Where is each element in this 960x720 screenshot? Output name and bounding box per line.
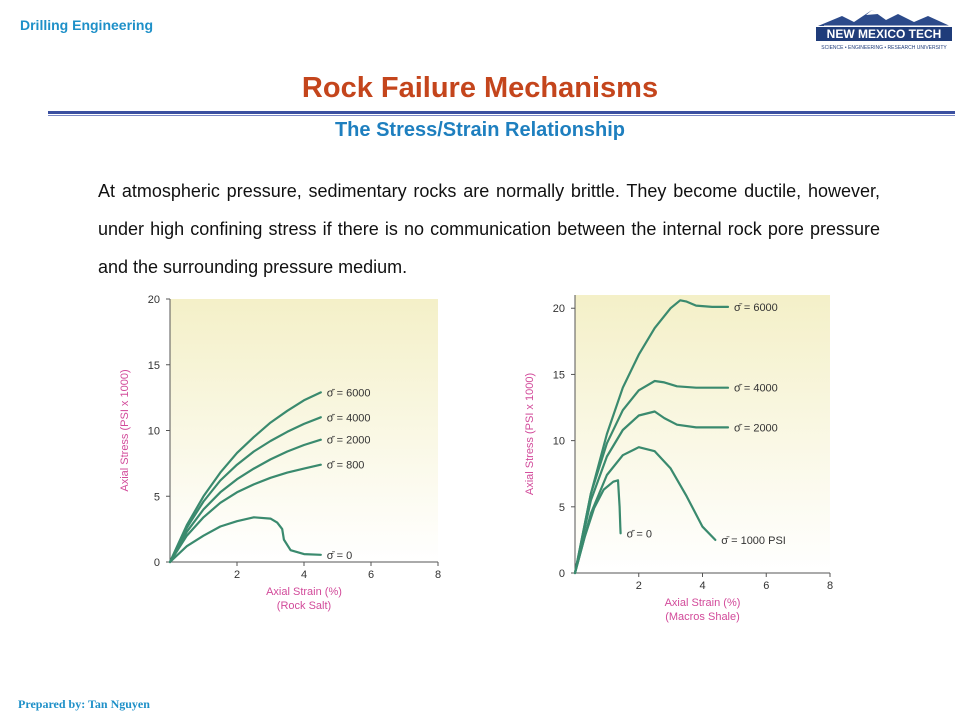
y-tick-label: 15 (553, 369, 565, 381)
series-label-3: σ̄ = 800 (327, 460, 365, 472)
plot-area (575, 295, 830, 573)
y-tick-label: 5 (154, 491, 160, 503)
body-paragraph: At atmospheric pressure, sedimentary roc… (98, 181, 880, 277)
series-line-3 (168, 463, 322, 564)
series-label-3: σ̄ = 1000 PSI (721, 535, 786, 547)
y-tick-label: 0 (154, 557, 160, 569)
page-title: Rock Failure Mechanisms (301, 72, 659, 104)
series-line-1 (168, 416, 322, 564)
series-line-4 (168, 516, 322, 564)
x-axis-label: Axial Strain (%) (665, 597, 741, 609)
series-line-4 (573, 479, 622, 575)
plot-area (170, 299, 438, 562)
y-tick-label: 20 (553, 303, 565, 315)
rock-salt-chart: 0 5 10 15 20 2 4 6 8 Axial Strain (%) (Rock Salt) A… (119, 294, 441, 612)
y-axis-label: Axial Stress (PSI x 1000) (119, 369, 131, 491)
series-line-0 (573, 299, 730, 575)
x-axis-sublabel: (Rock Salt) (277, 600, 331, 612)
macros-shale-chart: 0 5 10 15 20 2 4 6 8 Axial Strain (%) (Macros Shal… (524, 295, 833, 623)
footer-credit: Prepared by: Tan Nguyen (18, 697, 150, 711)
y-tick-label: 20 (148, 294, 160, 306)
y-tick-label: 5 (559, 502, 565, 514)
series-label-1: σ̄ = 4000 (734, 383, 778, 395)
logo-name: NEW MEXICO TECH (827, 27, 942, 41)
page-subtitle: The Stress/Strain Relationship (334, 119, 626, 141)
series-label-0: σ̄ = 6000 (327, 387, 371, 399)
x-tick-label: 4 (301, 569, 307, 581)
y-tick-label: 10 (148, 426, 160, 438)
y-tick-label: 15 (148, 360, 160, 372)
series-line-2 (168, 438, 322, 564)
series-label-2: σ̄ = 2000 (327, 435, 371, 447)
y-tick-label: 0 (559, 568, 565, 580)
series-label-0: σ̄ = 6000 (734, 302, 778, 314)
series-label-1: σ̄ = 4000 (327, 412, 371, 424)
series-line-2 (573, 410, 730, 575)
x-tick-label: 2 (234, 569, 240, 581)
series-line-1 (573, 379, 730, 575)
y-tick-label: 10 (553, 436, 565, 448)
title-rule (48, 111, 955, 114)
series-line-3 (573, 446, 717, 575)
logo-tagline: SCIENCE • ENGINEERING • RESEARCH UNIVERS… (821, 45, 947, 51)
x-tick-label: 6 (368, 569, 374, 581)
series-label-2: σ̄ = 2000 (734, 422, 778, 434)
title-rule-thin (48, 115, 955, 116)
x-axis-sublabel: (Macros Shale) (665, 611, 740, 623)
series-label-4: σ̄ = 0 (627, 528, 652, 540)
y-axis-label: Axial Stress (PSI x 1000) (524, 373, 536, 495)
course-title: Drilling Engineering (20, 17, 154, 33)
x-tick-label: 6 (763, 580, 769, 592)
x-axis-label: Axial Strain (%) (266, 586, 342, 598)
x-tick-label: 2 (636, 580, 642, 592)
series-line-0 (168, 391, 322, 564)
series-label-4: σ̄ = 0 (327, 550, 352, 562)
new-mexico-tech-logo: NEW MEXICO TECH SCIENCE • ENGINEERING • … (816, 10, 952, 51)
x-tick-label: 8 (435, 569, 441, 581)
x-tick-label: 4 (699, 580, 705, 592)
x-tick-label: 8 (827, 580, 833, 592)
